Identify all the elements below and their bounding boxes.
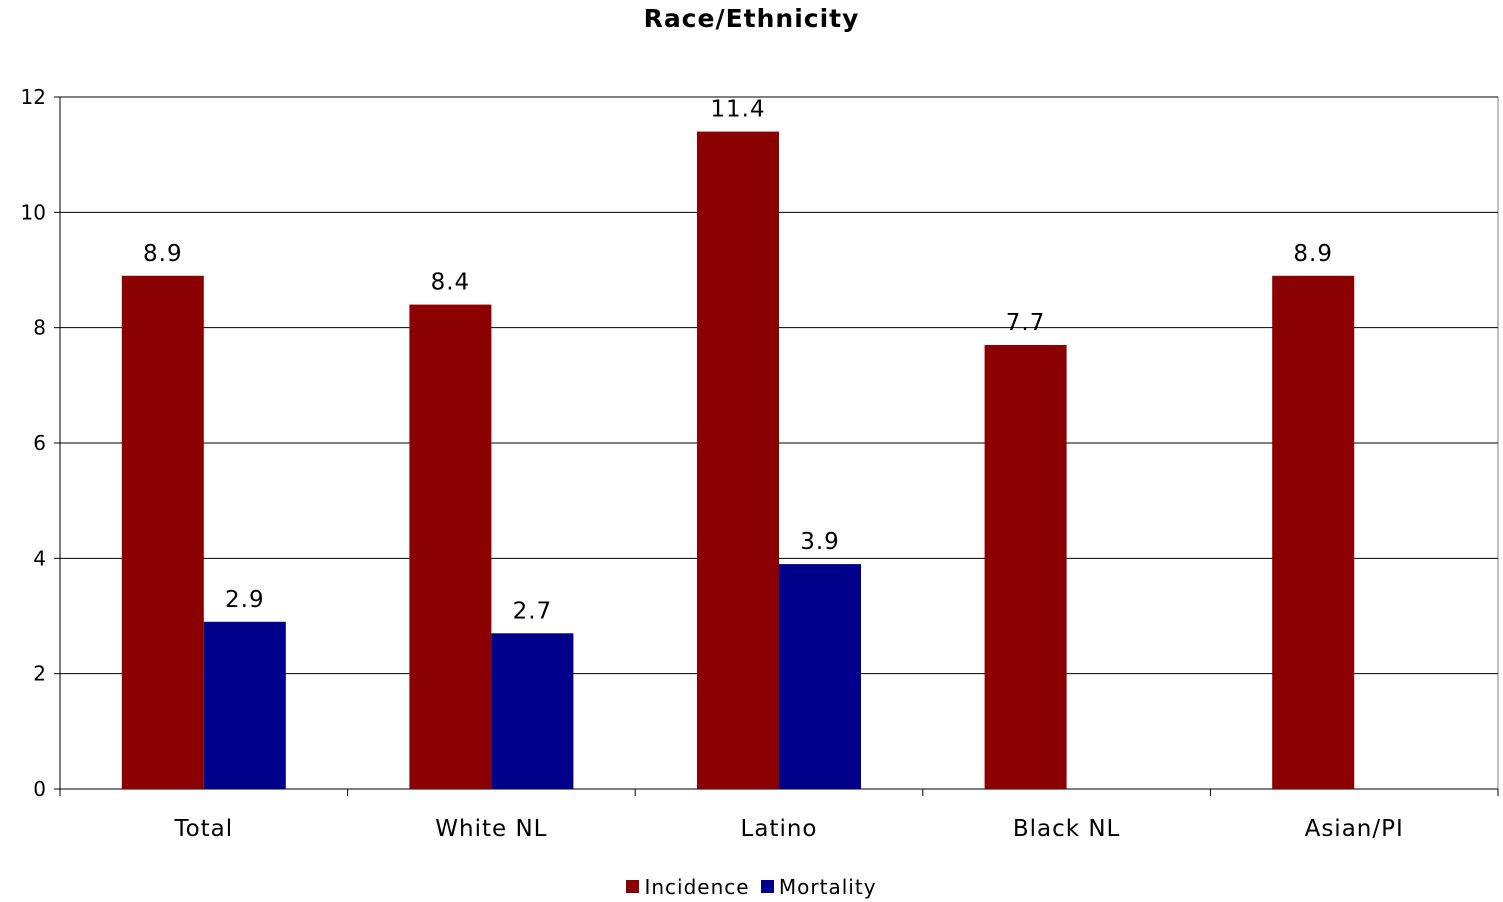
y-tick-label: 6 <box>33 431 46 455</box>
y-tick-label: 0 <box>33 777 46 801</box>
bar-incidence <box>1272 276 1354 789</box>
bars <box>122 132 1354 789</box>
x-tick-label: Black NL <box>1013 816 1121 842</box>
bar-incidence <box>697 132 779 789</box>
legend-item-incidence: Incidence <box>626 875 749 899</box>
data-label: 8.9 <box>1293 241 1333 267</box>
legend-label-incidence: Incidence <box>644 875 749 899</box>
x-tick-label: Total <box>173 816 233 842</box>
bar-incidence <box>122 276 204 789</box>
data-label: 7.7 <box>1006 310 1046 336</box>
data-label: 2.7 <box>513 598 553 624</box>
data-label: 3.9 <box>800 529 840 555</box>
bar-incidence <box>409 305 491 789</box>
data-label: 2.9 <box>225 587 265 613</box>
data-label: 8.4 <box>431 270 471 296</box>
x-tick-label: Latino <box>741 816 818 842</box>
legend: Incidence Mortality <box>0 874 1503 899</box>
x-tick-label: Asian/PI <box>1305 816 1404 842</box>
y-tick-label: 12 <box>21 85 46 109</box>
legend-item-mortality: Mortality <box>761 875 877 899</box>
bar-mortality <box>204 622 286 789</box>
data-label: 8.9 <box>143 241 183 267</box>
y-tick-label: 4 <box>33 546 46 570</box>
legend-swatch-incidence <box>626 880 639 893</box>
y-tick-label: 10 <box>21 200 46 224</box>
y-tick-label: 2 <box>33 662 46 686</box>
data-label: 11.4 <box>710 97 765 123</box>
y-tick-label: 8 <box>33 316 46 340</box>
x-tick-label: White NL <box>435 816 547 842</box>
legend-swatch-mortality <box>761 880 774 893</box>
bar-incidence <box>985 345 1067 789</box>
bar-mortality <box>779 564 861 789</box>
legend-label-mortality: Mortality <box>779 875 877 899</box>
bar-mortality <box>491 633 573 789</box>
